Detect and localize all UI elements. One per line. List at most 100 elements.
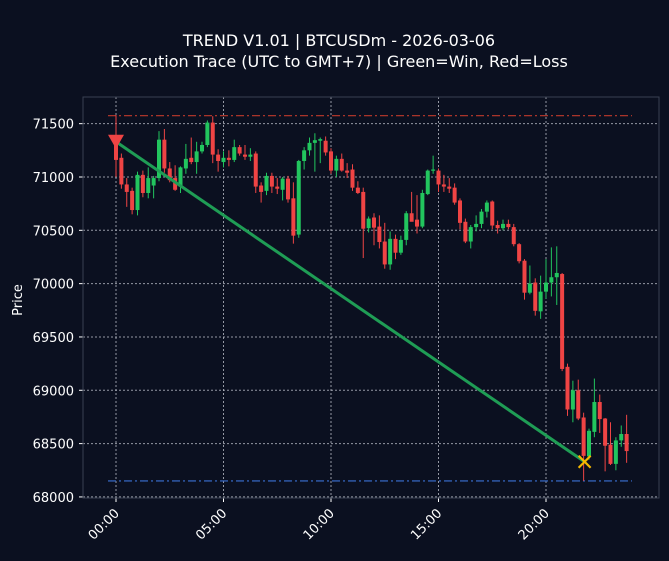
candle-body — [517, 244, 522, 262]
candle-body — [130, 190, 135, 211]
candle-body — [570, 390, 575, 410]
candle — [339, 153, 344, 172]
candle-body — [232, 147, 237, 160]
candle-body — [210, 122, 215, 155]
candle — [431, 155, 436, 174]
candle-body — [436, 170, 441, 185]
candle — [495, 220, 500, 234]
candle — [377, 215, 382, 249]
candle-body — [463, 221, 468, 242]
candle-body — [189, 157, 194, 163]
candle — [527, 265, 532, 295]
candle — [613, 437, 618, 471]
candle — [286, 175, 290, 203]
candle — [538, 275, 543, 319]
candle-body — [484, 202, 489, 212]
candle — [221, 151, 226, 168]
candle — [533, 278, 538, 316]
candle-body — [312, 140, 317, 143]
candle — [226, 150, 231, 167]
candle-body — [140, 174, 145, 193]
candle — [329, 148, 333, 174]
candle-body — [560, 274, 565, 369]
candle-body — [296, 160, 301, 235]
candle — [522, 259, 527, 300]
candle-body — [404, 213, 409, 240]
candle — [398, 235, 403, 255]
y-tick-label: 69000 — [33, 384, 74, 399]
candle-body — [441, 184, 446, 187]
candle — [425, 169, 430, 196]
candle — [581, 412, 586, 481]
candle — [393, 234, 398, 260]
candle-body — [194, 151, 199, 163]
y-tick-label: 70000 — [33, 278, 74, 293]
candle — [404, 211, 409, 246]
candle-body — [511, 227, 516, 245]
y-axis-ticks: 68000 68500 69000 69500 70000 70500 71000 71500 — [33, 118, 83, 506]
candles — [114, 115, 629, 481]
candle — [275, 178, 280, 195]
candle-body — [608, 444, 613, 464]
candle — [140, 170, 145, 198]
candle — [307, 137, 312, 156]
candle — [409, 191, 414, 222]
candle-body — [334, 158, 339, 171]
candle-body — [479, 211, 484, 224]
candle-body — [538, 291, 543, 312]
candle-body — [506, 223, 511, 228]
candle — [576, 379, 581, 421]
candle — [479, 208, 484, 229]
candle-body — [544, 282, 548, 292]
candle — [447, 178, 452, 193]
candle-body — [350, 169, 355, 188]
candle — [312, 133, 317, 172]
candle — [232, 139, 237, 163]
candle — [216, 149, 221, 172]
candle — [436, 168, 441, 192]
candle-body — [409, 213, 414, 222]
candle-body — [474, 223, 479, 228]
candle-body — [581, 417, 586, 456]
candle-body — [603, 418, 608, 446]
candle-body — [200, 144, 204, 152]
candle-body — [565, 366, 570, 410]
y-tick-label: 70500 — [33, 224, 74, 239]
candle — [345, 163, 350, 179]
candle — [441, 174, 446, 192]
candle — [146, 167, 151, 199]
candle — [608, 422, 613, 465]
candle — [243, 144, 247, 160]
candle-body — [613, 440, 618, 464]
candle-body — [275, 186, 280, 189]
candle-body — [146, 178, 151, 193]
candle — [124, 178, 129, 207]
candle-body — [377, 226, 382, 243]
candle — [624, 414, 629, 463]
candle — [205, 120, 210, 148]
candle-body — [248, 154, 253, 157]
candle — [619, 425, 624, 447]
candle-body — [420, 192, 425, 227]
candle-body — [425, 170, 430, 195]
y-axis-label: Price — [11, 284, 26, 316]
candle-body — [458, 200, 462, 223]
candle-body — [527, 283, 532, 293]
candle-body — [415, 219, 419, 227]
candle — [501, 219, 505, 231]
candle-body — [398, 239, 403, 253]
chart-title: TREND V1.01 | BTCUSDm - 2026-03-06 — [182, 31, 495, 50]
candle-body — [452, 187, 457, 203]
candle — [452, 183, 457, 205]
candle-body — [490, 201, 495, 226]
candle — [269, 172, 274, 193]
candle — [474, 215, 479, 232]
candle-body — [431, 169, 436, 171]
candle — [253, 151, 258, 193]
candle — [135, 171, 140, 216]
candle-body — [576, 390, 581, 419]
candle-body — [619, 434, 624, 441]
candle — [382, 222, 387, 269]
candle — [490, 200, 495, 230]
